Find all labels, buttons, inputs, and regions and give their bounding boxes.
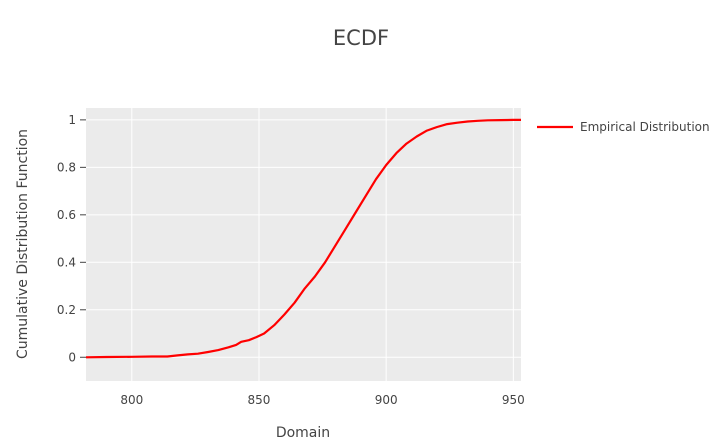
series-layer: [85, 118, 521, 359]
ecdf-line-series: [85, 118, 521, 359]
chart-title: ECDF: [333, 26, 389, 50]
y-tick-label: 0.4: [57, 255, 76, 269]
y-axis-title: Cumulative Distribution Function: [15, 129, 31, 359]
plot-area: [86, 108, 521, 381]
legend-label: Empirical Distribution: [580, 120, 710, 134]
x-tick-label: 900: [375, 393, 398, 407]
y-tick-label: 0.2: [57, 303, 76, 317]
x-tick-label: 850: [248, 393, 271, 407]
x-axis-title: Domain: [276, 425, 330, 441]
y-tick-label: 1: [68, 113, 76, 127]
y-tick-label: 0.6: [57, 208, 76, 222]
legend-item[interactable]: Empirical Distribution: [537, 120, 710, 134]
x-tick-label: 950: [502, 393, 525, 407]
y-tick-label: 0: [68, 350, 76, 364]
y-tick-label: 0.8: [57, 160, 76, 174]
legend[interactable]: Empirical Distribution: [537, 120, 710, 134]
axis-ticks: 800 850 900 950 0 0.2 0.4 0.6 0.8 1: [57, 113, 525, 407]
x-tick-label: 800: [120, 393, 143, 407]
